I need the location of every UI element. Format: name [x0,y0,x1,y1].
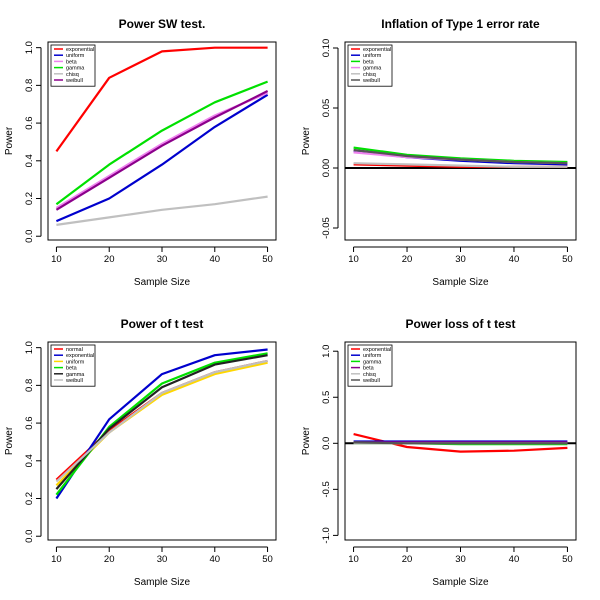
legend-label: uniform [363,353,382,359]
x-tick-label: 30 [455,254,466,265]
y-tick-label: 0.6 [24,416,35,429]
legend-label: exponential [66,353,94,359]
x-tick-label: 20 [104,554,115,565]
chart-title: Power SW test. [119,17,206,31]
y-tick-label: 0.2 [24,492,35,505]
y-tick-label: 0.2 [24,192,35,205]
x-tick-label: 50 [262,254,273,265]
legend-label: uniform [66,359,85,365]
y-tick-label: 1.0 [24,341,35,354]
legend-label: gamma [363,359,382,365]
y-axis-label: Power [301,426,312,455]
x-tick-label: 30 [455,554,466,565]
x-tick-label: 40 [509,554,520,565]
series-line-weibull [55,90,269,211]
x-tick-label: 20 [402,254,413,265]
legend-label: beta [66,366,78,372]
chart-title: Power of t test [121,317,204,331]
x-tick-label: 40 [209,254,220,265]
legend-label: beta [363,59,375,65]
x-tick-label: 50 [562,554,573,565]
y-tick-label: -0.05 [321,217,332,239]
legend-label: beta [363,366,375,372]
legend-label: gamma [66,66,85,72]
x-tick-label: 50 [262,554,273,565]
series-line-chisq [56,195,268,226]
legend-label: uniform [363,53,382,59]
y-axis-label: Power [4,426,15,455]
legend-label: uniform [66,53,85,59]
y-tick-label: 0.6 [24,116,35,129]
x-axis-label: Sample Size [134,277,191,288]
plot-frame [344,341,577,541]
y-tick-label: 0.4 [24,154,35,167]
legend-label: gamma [363,66,382,72]
x-tick-label: 20 [104,254,115,265]
chart-panel-0: Power SW test. 10 20 30 40 50 0.0 0.2 0.4 0.6 0.8 1… [4,17,277,288]
y-tick-label: -0.5 [321,481,332,497]
x-tick-label: 40 [209,554,220,565]
chart-panel-2: Power of t test 10 20 30 40 50 0.0 0.2 0.4 0.6 0.8… [4,317,277,588]
y-axis-label: Power [301,126,312,155]
series-line-chisq [353,162,568,168]
legend-label: weibull [362,378,380,384]
y-tick-label: 0.0 [24,230,35,243]
x-tick-label: 10 [348,554,359,565]
x-tick-label: 30 [157,554,168,565]
y-tick-label: 1.0 [24,41,35,54]
legend-label: gamma [66,372,85,378]
plot-frame [47,41,277,241]
series-line-exponential [55,348,268,500]
x-tick-label: 10 [51,554,62,565]
legend-label: chisq [66,72,79,78]
x-tick-label: 30 [157,254,168,265]
y-tick-label: -1.0 [321,527,332,543]
y-axis-label: Power [4,126,15,155]
x-tick-label: 10 [51,254,62,265]
series-line-beta [353,146,568,164]
y-tick-label: 0.00 [321,159,332,178]
chart-title: Power loss of t test [405,317,515,331]
y-tick-label: 0.5 [321,391,332,404]
x-tick-label: 10 [348,254,359,265]
series-line-weibull [55,359,268,483]
series-line-weibull [353,441,568,445]
series-line-weibull [353,148,568,165]
series-line-exponential [55,46,268,153]
x-axis-label: Sample Size [432,277,489,288]
x-axis-label: Sample Size [432,577,489,588]
y-tick-label: 0.8 [24,379,35,392]
series-line-uniform [55,93,269,223]
legend-label: weibull [65,78,83,84]
legend-label: exponential [363,347,391,353]
plot-frame [47,341,277,541]
y-tick-label: 0.0 [24,530,35,543]
series-line-gamma [55,80,269,206]
y-tick-label: 0.8 [24,79,35,92]
legend-label: exponential [363,47,391,53]
plot-frame [344,41,577,241]
legend-label: weibull [362,78,380,84]
legend-label: chisq [363,72,376,78]
x-axis-label: Sample Size [134,577,191,588]
legend-label: normal [66,347,83,353]
legend-label: chisq [363,372,376,378]
y-tick-label: 0.10 [321,39,332,58]
legend-label: beta [66,59,78,65]
x-tick-label: 20 [402,554,413,565]
chart-panel-3: Power loss of t test 10 20 30 40 50 -1.0 -0.5 0.… [301,317,577,588]
y-tick-label: 0.4 [24,454,35,467]
legend-label: weibull [65,378,83,384]
legend-label: exponential [66,47,94,53]
y-tick-label: 0.05 [321,99,332,118]
chart-panel-1: Inflation of Type 1 error rate 10 20 30 40 50… [301,17,577,288]
x-tick-label: 50 [562,254,573,265]
x-tick-label: 40 [509,254,520,265]
y-tick-label: 1.0 [321,345,332,358]
y-tick-label: 0.0 [321,437,332,450]
chart-title: Inflation of Type 1 error rate [381,17,540,31]
